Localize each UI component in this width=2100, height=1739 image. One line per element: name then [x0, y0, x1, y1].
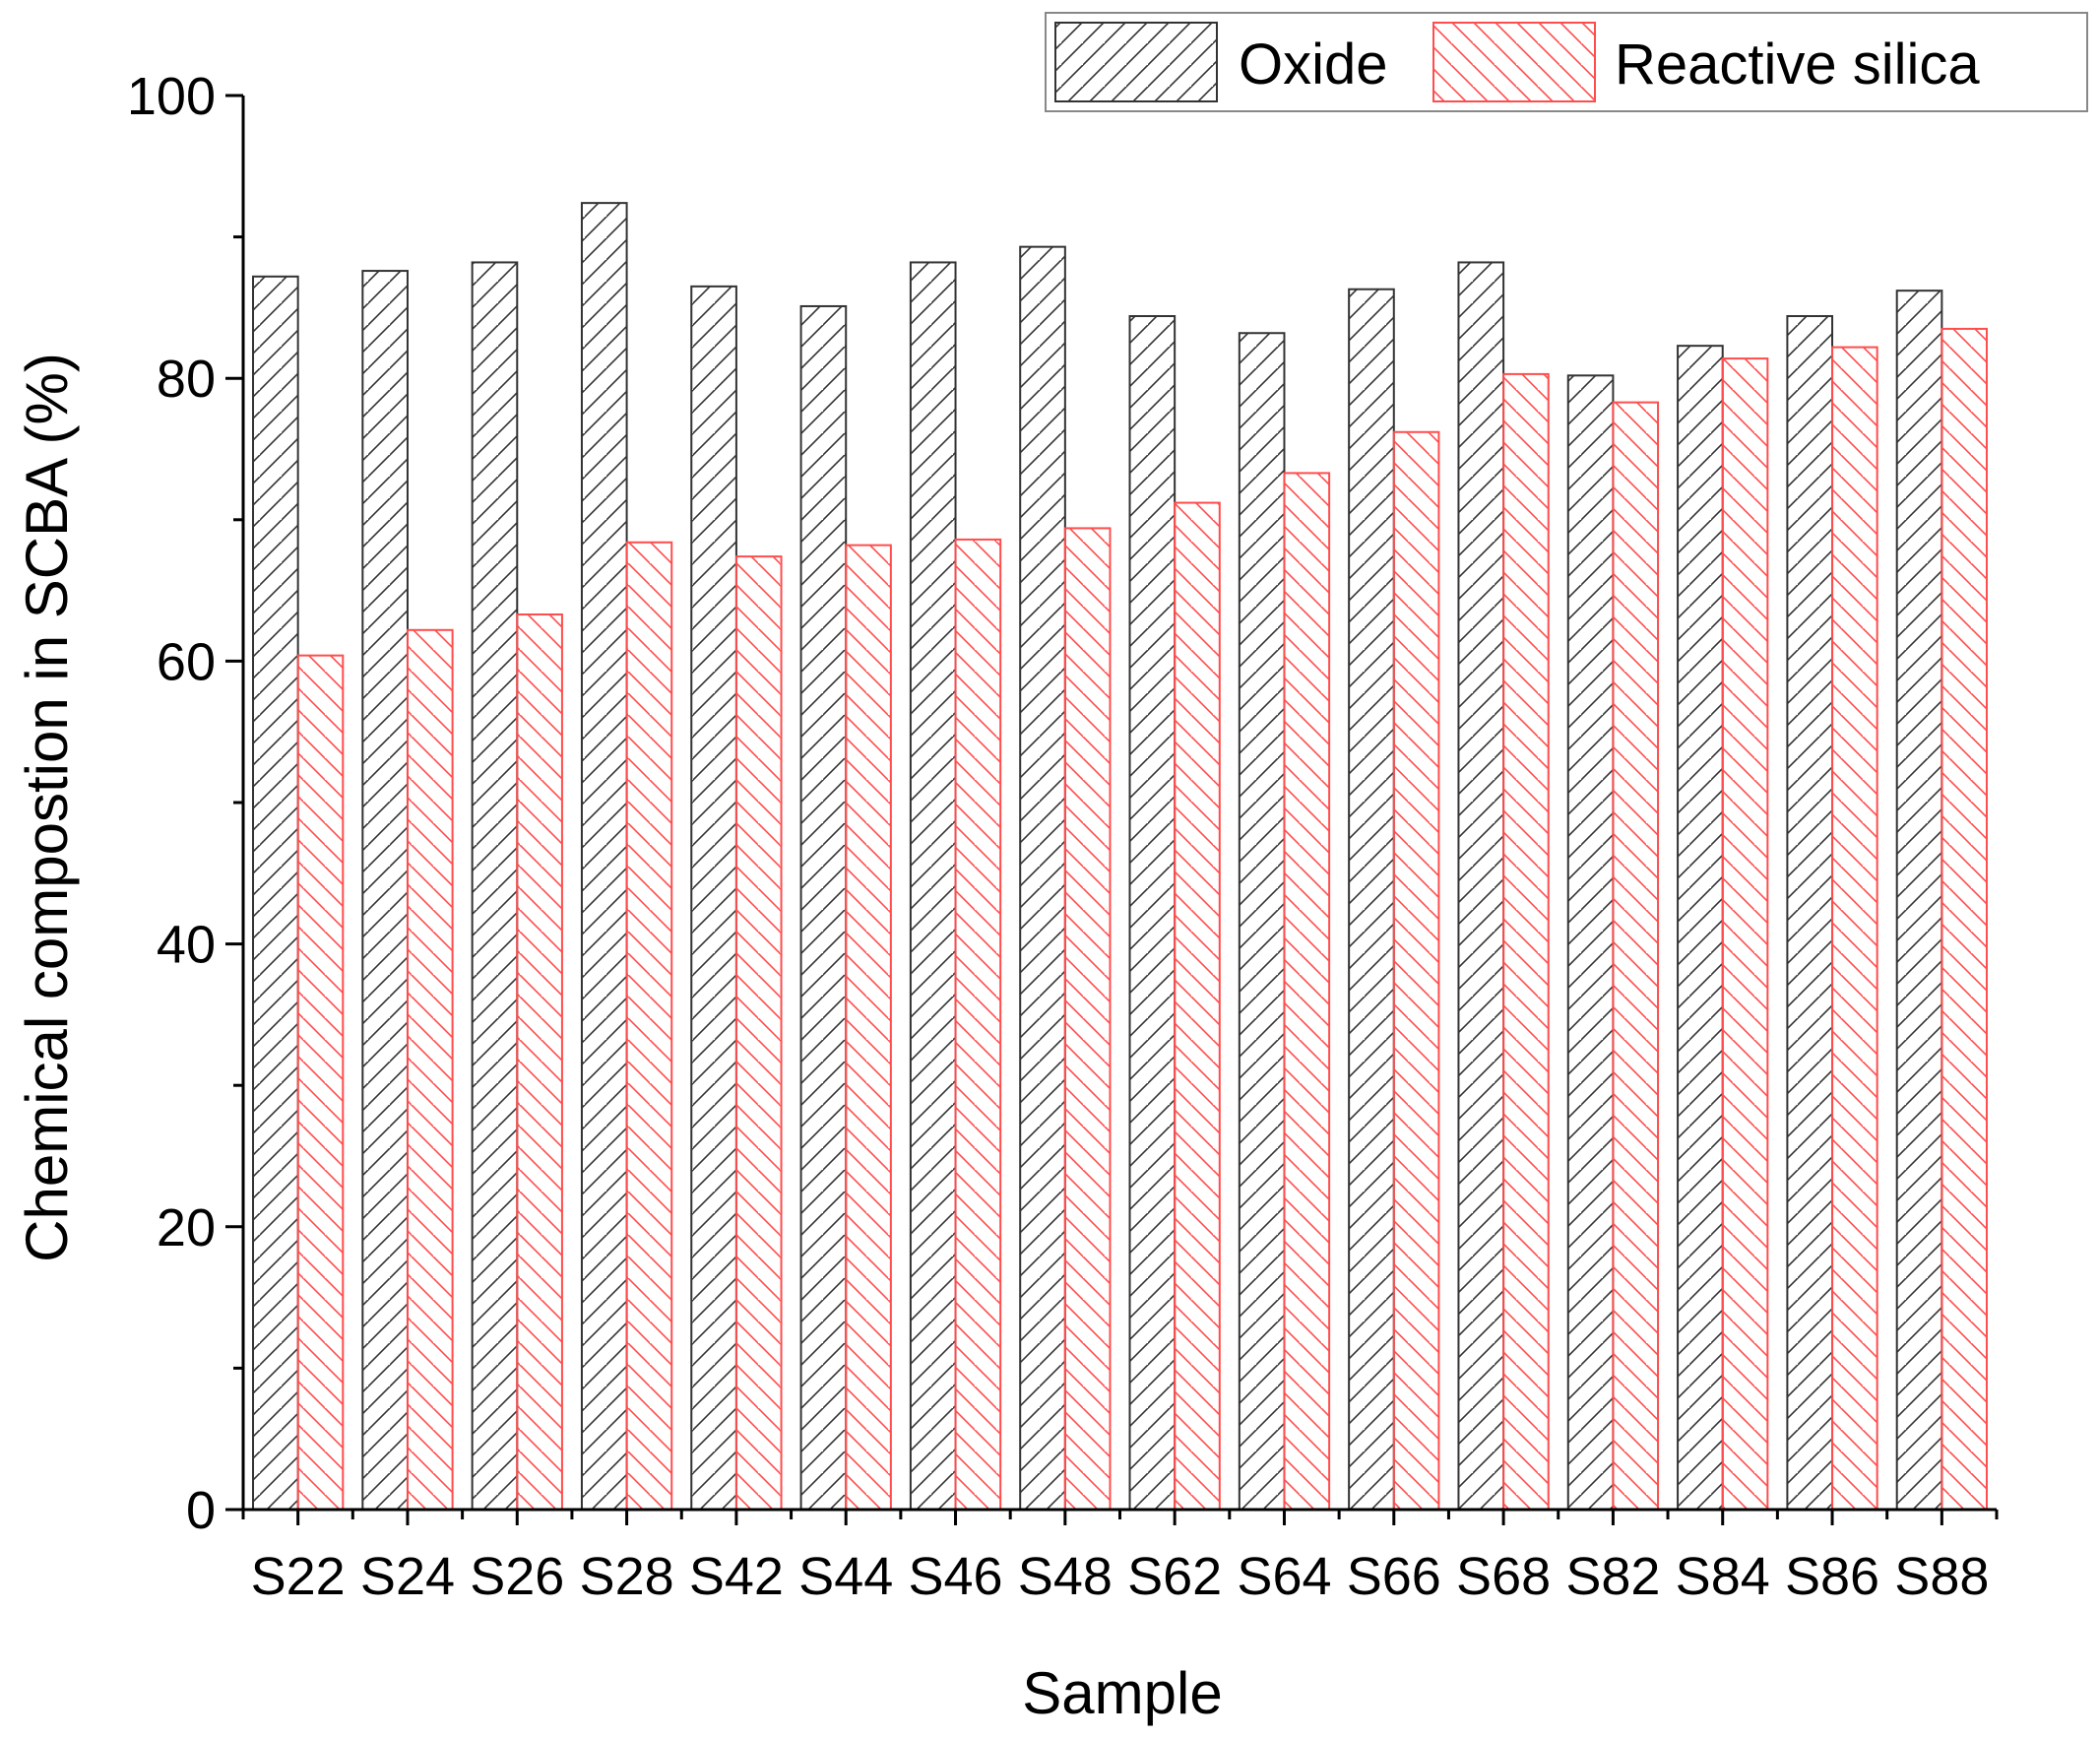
x-axis-title: Sample	[1022, 1660, 1222, 1726]
bar-reactive-silica-s66	[1392, 430, 1440, 1512]
legend-swatch-oxide	[1054, 22, 1218, 102]
bar-reactive-silica-s26	[516, 613, 563, 1511]
y-tick-label: 20	[157, 1198, 216, 1257]
y-tick-label: 100	[127, 67, 216, 126]
bar-oxide-s62	[1128, 315, 1177, 1511]
plot-bars	[252, 202, 1988, 1512]
legend: Oxide Reactive silica	[1045, 12, 2088, 112]
bar-oxide-s22	[252, 275, 299, 1512]
bar-reactive-silica-s84	[1721, 357, 1769, 1512]
bar-oxide-s28	[580, 202, 628, 1512]
bar-reactive-silica-s88	[1941, 327, 1988, 1512]
bar-oxide-s42	[690, 285, 737, 1511]
bar-oxide-s68	[1457, 261, 1505, 1511]
bar-reactive-silica-s82	[1612, 401, 1660, 1511]
y-axis-title: Chemical compostion in SCBA (%)	[14, 353, 80, 1262]
x-axis-ticks: S22 S24 S26 S28 S42 S44 S46 S48 S62 S64 S66 S68 S82 S…	[241, 1510, 1999, 1606]
y-axis-ticks: 0 20 40 60 80 100	[127, 67, 243, 1540]
bar-oxide-s46	[909, 261, 957, 1511]
bar-oxide-s24	[361, 270, 409, 1512]
bar-reactive-silica-s48	[1063, 527, 1112, 1511]
x-tick-label: S44	[798, 1547, 893, 1606]
y-tick-label: 60	[157, 632, 216, 691]
bar-oxide-s44	[799, 304, 848, 1511]
bar-reactive-silica-s64	[1283, 472, 1331, 1511]
x-tick-label: S66	[1347, 1547, 1441, 1606]
bar-oxide-s86	[1786, 315, 1834, 1511]
bar-reactive-silica-s44	[845, 544, 892, 1511]
legend-label-reactive-silica: Reactive silica	[1615, 32, 1980, 97]
y-tick-label: 0	[186, 1481, 216, 1540]
x-tick-label: S64	[1237, 1547, 1331, 1606]
bar-oxide-s66	[1348, 288, 1395, 1511]
x-tick-label: S28	[580, 1547, 674, 1606]
x-tick-label: S22	[251, 1547, 346, 1606]
bar-oxide-s84	[1677, 345, 1724, 1511]
bar-reactive-silica-s68	[1502, 372, 1550, 1512]
bar-reactive-silica-s46	[954, 538, 1002, 1511]
y-tick-label: 80	[157, 350, 216, 409]
bar-reactive-silica-s22	[296, 654, 345, 1511]
axes: 0 20 40 60 80 100 S22 S24 S26 S28 S42 S44 S46 S48 S62…	[127, 67, 1999, 1606]
y-tick-label: 40	[157, 916, 216, 975]
bar-reactive-silica-s24	[406, 628, 454, 1511]
x-tick-label: S82	[1565, 1547, 1660, 1606]
x-tick-label: S48	[1018, 1547, 1113, 1606]
bar-oxide-s48	[1019, 245, 1066, 1512]
x-tick-label: S88	[1894, 1547, 1989, 1606]
legend-swatch-reactive-silica	[1432, 22, 1596, 102]
bar-oxide-s26	[471, 261, 519, 1511]
bar-reactive-silica-s42	[734, 555, 783, 1511]
x-tick-label: S42	[689, 1547, 784, 1606]
x-tick-label: S46	[908, 1547, 1002, 1606]
bar-oxide-s88	[1895, 290, 1943, 1512]
x-tick-label: S84	[1676, 1547, 1770, 1606]
bar-reactive-silica-s86	[1831, 346, 1878, 1511]
bar-oxide-s82	[1566, 374, 1615, 1511]
x-tick-label: S86	[1785, 1547, 1879, 1606]
bar-reactive-silica-s62	[1174, 501, 1221, 1511]
bar-oxide-s64	[1238, 332, 1286, 1511]
bar-reactive-silica-s28	[625, 541, 673, 1511]
legend-label-oxide: Oxide	[1239, 32, 1388, 97]
x-tick-label: S24	[360, 1547, 455, 1606]
x-tick-label: S62	[1127, 1547, 1222, 1606]
x-tick-label: S68	[1456, 1547, 1551, 1606]
x-tick-label: S26	[470, 1547, 564, 1606]
